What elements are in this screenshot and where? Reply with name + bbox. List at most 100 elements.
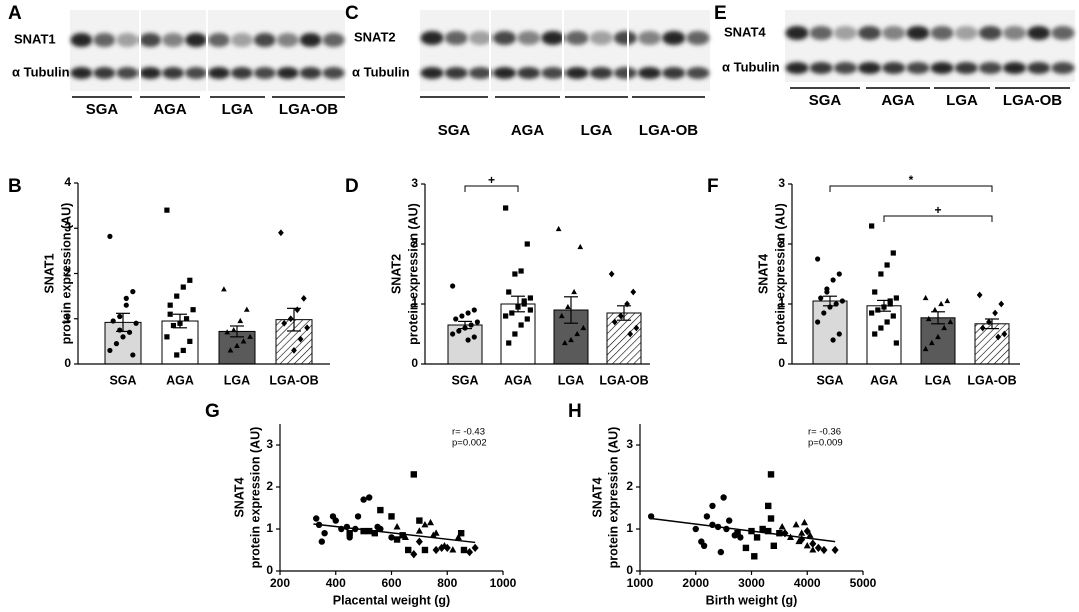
point — [287, 315, 294, 323]
point — [221, 286, 227, 292]
blot-band — [1027, 26, 1051, 40]
y-axis-label: SNAT1 — [42, 253, 56, 293]
point — [247, 333, 253, 339]
blot-band — [637, 67, 662, 79]
blot-band — [541, 31, 565, 45]
point — [360, 527, 367, 535]
point — [454, 533, 462, 540]
x-tick-label: 2000 — [682, 576, 709, 590]
y-tick-label: 0 — [266, 563, 273, 577]
point — [474, 319, 480, 325]
blot-band — [882, 62, 906, 74]
point — [401, 533, 409, 540]
blot-band — [207, 67, 230, 79]
point — [180, 347, 186, 354]
y-tick-label: 2 — [64, 266, 71, 280]
y-tick-label: 2 — [778, 236, 785, 250]
blot-band — [930, 26, 954, 40]
x-axis-label: Birth weight (g) — [706, 593, 798, 607]
point — [460, 546, 468, 554]
x-tick-label: LGA-OB — [599, 373, 648, 387]
blot-row-label: α Tubulin — [12, 64, 70, 79]
point — [399, 532, 406, 539]
point — [884, 262, 890, 268]
blot-band — [686, 67, 710, 79]
point — [720, 494, 727, 501]
point — [751, 553, 758, 560]
point — [830, 337, 836, 343]
y-tick-label: 0 — [64, 356, 71, 370]
point — [618, 312, 624, 320]
blot-band — [276, 33, 299, 47]
point — [521, 298, 527, 304]
x-tick-label: AGA — [166, 373, 194, 387]
group-label: SGA — [809, 92, 842, 109]
point — [709, 502, 716, 510]
point — [230, 326, 237, 333]
point — [814, 543, 822, 553]
point — [869, 310, 875, 316]
point — [558, 312, 565, 319]
blot-band — [954, 26, 978, 40]
point — [577, 243, 584, 250]
point — [778, 523, 786, 530]
x-tick-label: AGA — [504, 373, 532, 387]
point — [890, 313, 896, 319]
y-axis-label: protein expression (AU) — [406, 203, 420, 345]
point — [167, 311, 173, 317]
point — [787, 533, 795, 540]
point — [976, 291, 983, 299]
point — [388, 534, 395, 541]
point — [278, 229, 284, 237]
y-axis-label: SNAT4 — [232, 477, 246, 517]
point — [795, 537, 803, 545]
blot-band — [565, 67, 589, 79]
panel-letter: H — [568, 401, 582, 422]
point — [126, 329, 133, 335]
point — [884, 319, 890, 325]
y-tick-label: 4 — [64, 175, 71, 189]
point — [809, 546, 817, 553]
point — [527, 295, 533, 301]
group-label: LGA-OB — [279, 101, 338, 118]
point — [869, 223, 875, 229]
x-tick-label: 1000 — [490, 576, 517, 590]
point — [421, 520, 429, 528]
point — [294, 306, 301, 314]
y-tick-label: 1 — [411, 296, 418, 310]
blot-band — [662, 31, 686, 45]
blot-band — [589, 67, 613, 79]
blot-band — [185, 67, 208, 79]
point — [170, 322, 177, 329]
point — [360, 496, 367, 503]
point — [174, 352, 180, 358]
blot-band — [662, 67, 686, 79]
blot-band — [70, 67, 93, 79]
point — [300, 295, 307, 302]
point — [872, 331, 878, 337]
point — [313, 515, 320, 522]
point — [574, 330, 581, 337]
point — [465, 310, 471, 316]
point — [332, 517, 339, 524]
blot-band — [93, 67, 116, 79]
y-tick-label: 3 — [626, 437, 633, 451]
point — [297, 335, 304, 343]
point — [830, 277, 836, 283]
y-tick-label: 2 — [626, 479, 633, 493]
point — [824, 289, 830, 295]
point — [509, 310, 515, 316]
point — [765, 527, 772, 535]
point — [941, 324, 948, 331]
point — [190, 307, 196, 313]
point — [354, 513, 362, 520]
point — [304, 324, 310, 332]
point — [611, 318, 618, 326]
y-axis-label: protein expression (AU) — [59, 203, 73, 345]
trendline — [313, 523, 476, 544]
point — [405, 546, 412, 554]
annotation: r= -0.36 — [808, 427, 841, 438]
x-tick-label: SGA — [816, 373, 843, 387]
blot-band — [253, 33, 276, 47]
